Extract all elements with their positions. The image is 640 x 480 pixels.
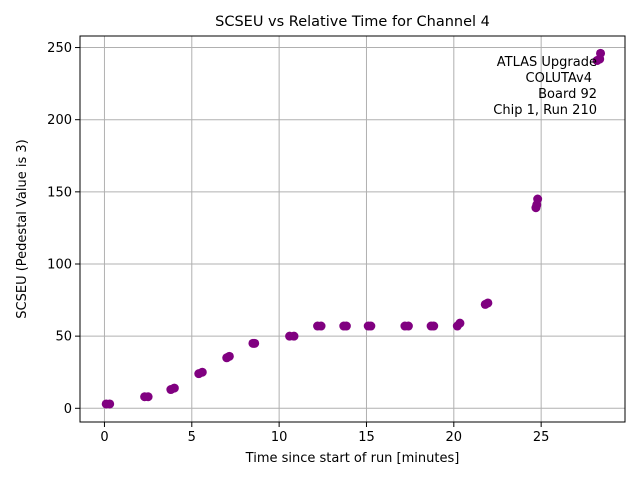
annotation-line-4: Chip 1, Run 210 bbox=[493, 103, 597, 118]
chart-title: SCSEU vs Relative Time for Channel 4 bbox=[215, 14, 490, 30]
x-tick-label: 10 bbox=[271, 430, 288, 445]
y-tick-label: 0 bbox=[64, 402, 72, 417]
data-point bbox=[403, 321, 413, 331]
y-tick-label: 250 bbox=[47, 41, 72, 56]
plot-frame bbox=[79, 35, 626, 423]
y-tick-label: 100 bbox=[47, 257, 72, 272]
grid-lines bbox=[80, 36, 625, 422]
y-axis-label: SCSEU (Pedestal Value is 3) bbox=[15, 139, 30, 318]
x-tick-label: 0 bbox=[100, 430, 108, 445]
data-point bbox=[429, 321, 439, 331]
run-annotation: ATLAS Upgrade COLUTAv4 Board 92 Chip 1, … bbox=[493, 55, 597, 118]
data-point bbox=[169, 383, 179, 393]
data-point bbox=[533, 194, 543, 204]
data-point bbox=[483, 298, 493, 308]
x-tick-label: 20 bbox=[446, 430, 463, 445]
data-point bbox=[596, 48, 606, 58]
data-point bbox=[143, 392, 153, 402]
data-point bbox=[341, 321, 351, 331]
x-axis-label: Time since start of run [minutes] bbox=[245, 451, 460, 466]
data-point bbox=[105, 399, 115, 409]
y-tick-label: 50 bbox=[55, 330, 72, 345]
data-point bbox=[224, 351, 234, 361]
y-axis-ticks: 0 50 100 150 200 250 bbox=[47, 41, 80, 417]
x-axis-ticks: 0 5 10 15 20 25 bbox=[100, 422, 549, 445]
annotation-line-1: ATLAS Upgrade bbox=[497, 55, 597, 70]
data-points bbox=[101, 48, 606, 409]
y-tick-label: 150 bbox=[47, 185, 72, 200]
x-tick-label: 15 bbox=[358, 430, 375, 445]
data-point bbox=[250, 338, 260, 348]
data-point bbox=[316, 321, 326, 331]
annotation-line-2: COLUTAv4 bbox=[526, 71, 592, 86]
annotation-line-3: Board 92 bbox=[538, 87, 597, 102]
data-point bbox=[197, 367, 207, 377]
data-point bbox=[366, 321, 376, 331]
x-tick-label: 5 bbox=[188, 430, 196, 445]
data-point bbox=[289, 331, 299, 341]
data-point bbox=[455, 318, 465, 328]
x-tick-label: 25 bbox=[533, 430, 550, 445]
y-tick-label: 200 bbox=[47, 113, 72, 128]
